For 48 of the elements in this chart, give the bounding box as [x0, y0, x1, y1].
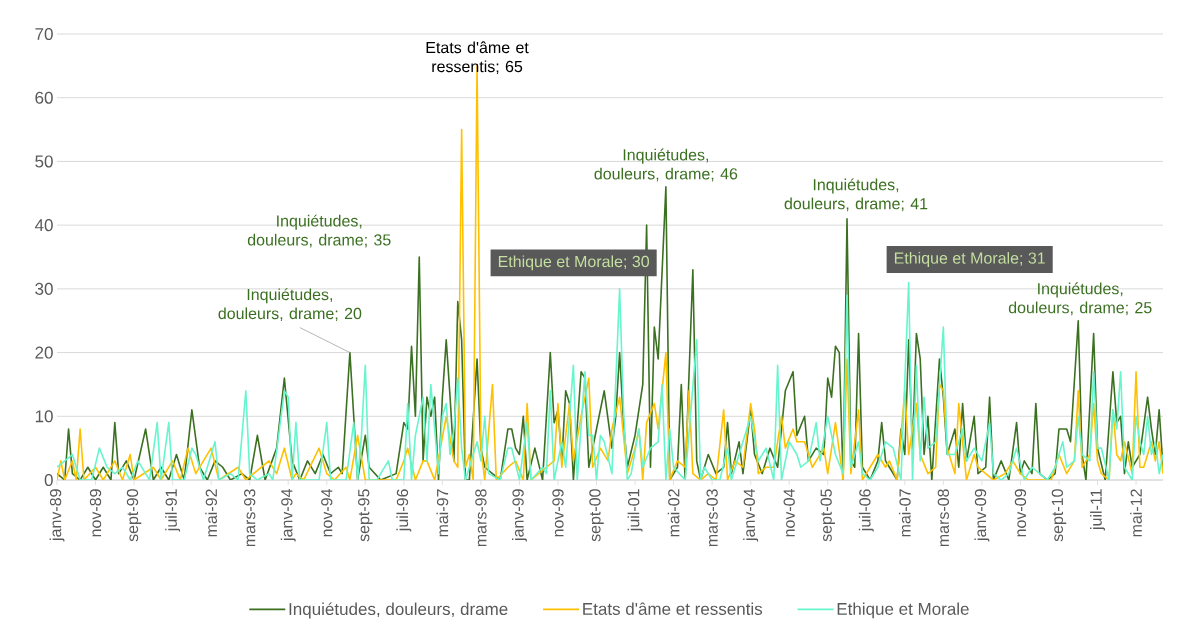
y-tick-label: 20: [35, 346, 53, 359]
x-tick-label: nov-99: [552, 489, 564, 537]
x-tick-label: janv-04: [743, 488, 759, 542]
annotation: Inquiétudes, douleurs, drame; 20: [218, 288, 362, 322]
x-tick-label: sept-05: [820, 489, 835, 542]
annotation: Etats d'âme et ressentis; 65: [426, 41, 529, 75]
x-tick-label: juil-11: [1090, 489, 1105, 531]
y-tick-label: 70: [35, 27, 53, 41]
annotation: Ethique et Morale; 30: [498, 255, 650, 271]
y-tick-label: 50: [35, 155, 53, 168]
y-tick-label: 30: [35, 282, 53, 295]
x-tick-label: nov-09: [1014, 489, 1027, 537]
x-tick-label: mars-03: [706, 489, 718, 547]
x-tick-label: mars-98: [475, 489, 487, 547]
x-tick-label: janv-94: [280, 488, 296, 542]
x-tick-label: mars-93: [244, 489, 256, 547]
x-tick-label: juil-91: [165, 489, 181, 532]
x-tick-label: juil-96: [396, 489, 412, 532]
x-tick-label: mai-92: [205, 489, 218, 537]
y-tick-label: 10: [35, 410, 53, 423]
x-tick-label: juil-01: [627, 489, 643, 532]
x-tick-label: sept-10: [1051, 489, 1067, 542]
x-tick-label: janv-89: [49, 489, 65, 542]
x-tick-label: sept-90: [126, 489, 142, 542]
legend-label: Ethique et Morale: [837, 602, 969, 619]
y-tick-label: 0: [44, 473, 53, 487]
x-tick-label: mai-97: [436, 489, 449, 537]
x-tick-label: juil-06: [858, 489, 874, 532]
x-tick-label: janv-99: [511, 489, 527, 542]
x-tick-label: sept-00: [589, 489, 604, 542]
x-tick-label: nov-04: [783, 488, 795, 537]
legend-label: Etats d'âme et ressentis: [583, 602, 763, 615]
x-tick-label: nov-94: [321, 488, 333, 537]
y-tick-label: 40: [34, 219, 53, 232]
annotation: Inquiétudes, douleurs, drame; 41: [784, 178, 928, 212]
x-tick-label: sept-95: [358, 489, 373, 542]
x-tick-label: mai-02: [667, 489, 680, 537]
x-tick-label: janv-09: [974, 489, 990, 542]
annotation: Ethique et Morale; 31: [894, 252, 1045, 267]
x-tick-label: mai-12: [1130, 489, 1142, 537]
x-tick-label: mai-07: [898, 489, 911, 537]
x-tick-label: mars-08: [937, 489, 950, 547]
annotation: Inquiétudes, douleurs, drame; 46: [594, 148, 738, 182]
annotation: Inquiétudes, douleurs, drame; 25: [1008, 282, 1152, 316]
annotation: Inquiétudes, douleurs, drame; 35: [247, 214, 391, 248]
x-tick-label: nov-89: [89, 489, 102, 537]
legend-label: Inquiétudes, douleurs, drame: [289, 602, 508, 619]
y-tick-label: 60: [35, 91, 53, 104]
